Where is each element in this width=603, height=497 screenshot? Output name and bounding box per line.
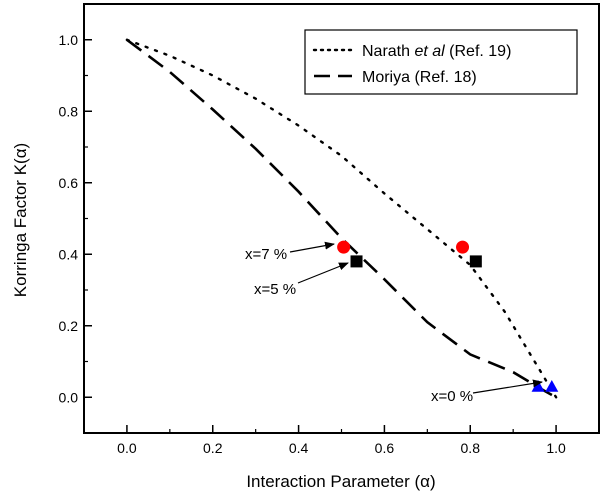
- y-tick-label: 0.4: [59, 246, 79, 262]
- y-tick-label: 1.0: [59, 32, 79, 48]
- annotation-arrow: [472, 379, 543, 394]
- legend-label-narath-prefix: Narath: [362, 43, 414, 60]
- x-tick-label: 1.0: [546, 440, 566, 456]
- x-tick-label: 0.6: [375, 440, 395, 456]
- y-tick-label: 0.8: [59, 103, 79, 119]
- legend: Narath et al (Ref. 19) Moriya (Ref. 18): [304, 29, 578, 95]
- annotation-label: x=7 %: [245, 246, 287, 263]
- data-point-triangle: [531, 380, 545, 392]
- series-moriya-dashed-line: [126, 38, 557, 399]
- y-tick-label: 0.6: [59, 175, 79, 191]
- annotation-arrow: [297, 262, 349, 284]
- x-axis-title: Interaction Parameter (α): [246, 472, 435, 491]
- legend-label-narath: Narath et al (Ref. 19): [362, 43, 511, 60]
- annotation-label: x=5 %: [254, 281, 296, 298]
- data-point-square: [350, 255, 363, 268]
- legend-label-moriya: Moriya (Ref. 18): [362, 69, 477, 86]
- legend-label-narath-suffix: (Ref. 19): [445, 43, 512, 60]
- annotation-label: x=0 %: [431, 388, 473, 405]
- data-point-circle: [456, 240, 470, 254]
- data-point-triangle: [545, 380, 559, 392]
- x-tick-label: 0.2: [203, 440, 223, 456]
- y-tick-label: 0.2: [59, 318, 79, 334]
- series-narath-dotted-line: [125, 38, 558, 399]
- x-tick-label: 0.4: [289, 440, 309, 456]
- x-tick-label: 0.8: [461, 440, 481, 456]
- data-point-square: [469, 255, 482, 268]
- legend-label-narath-italic: et al: [414, 43, 445, 60]
- data-point-circle: [337, 240, 351, 254]
- annotation-arrow: [289, 241, 335, 253]
- x-tick-label: 0.0: [117, 440, 137, 456]
- y-tick-label: 0.0: [59, 389, 79, 405]
- y-axis-title: Korringa Factor K(α): [11, 143, 30, 297]
- legend-box: [304, 29, 578, 95]
